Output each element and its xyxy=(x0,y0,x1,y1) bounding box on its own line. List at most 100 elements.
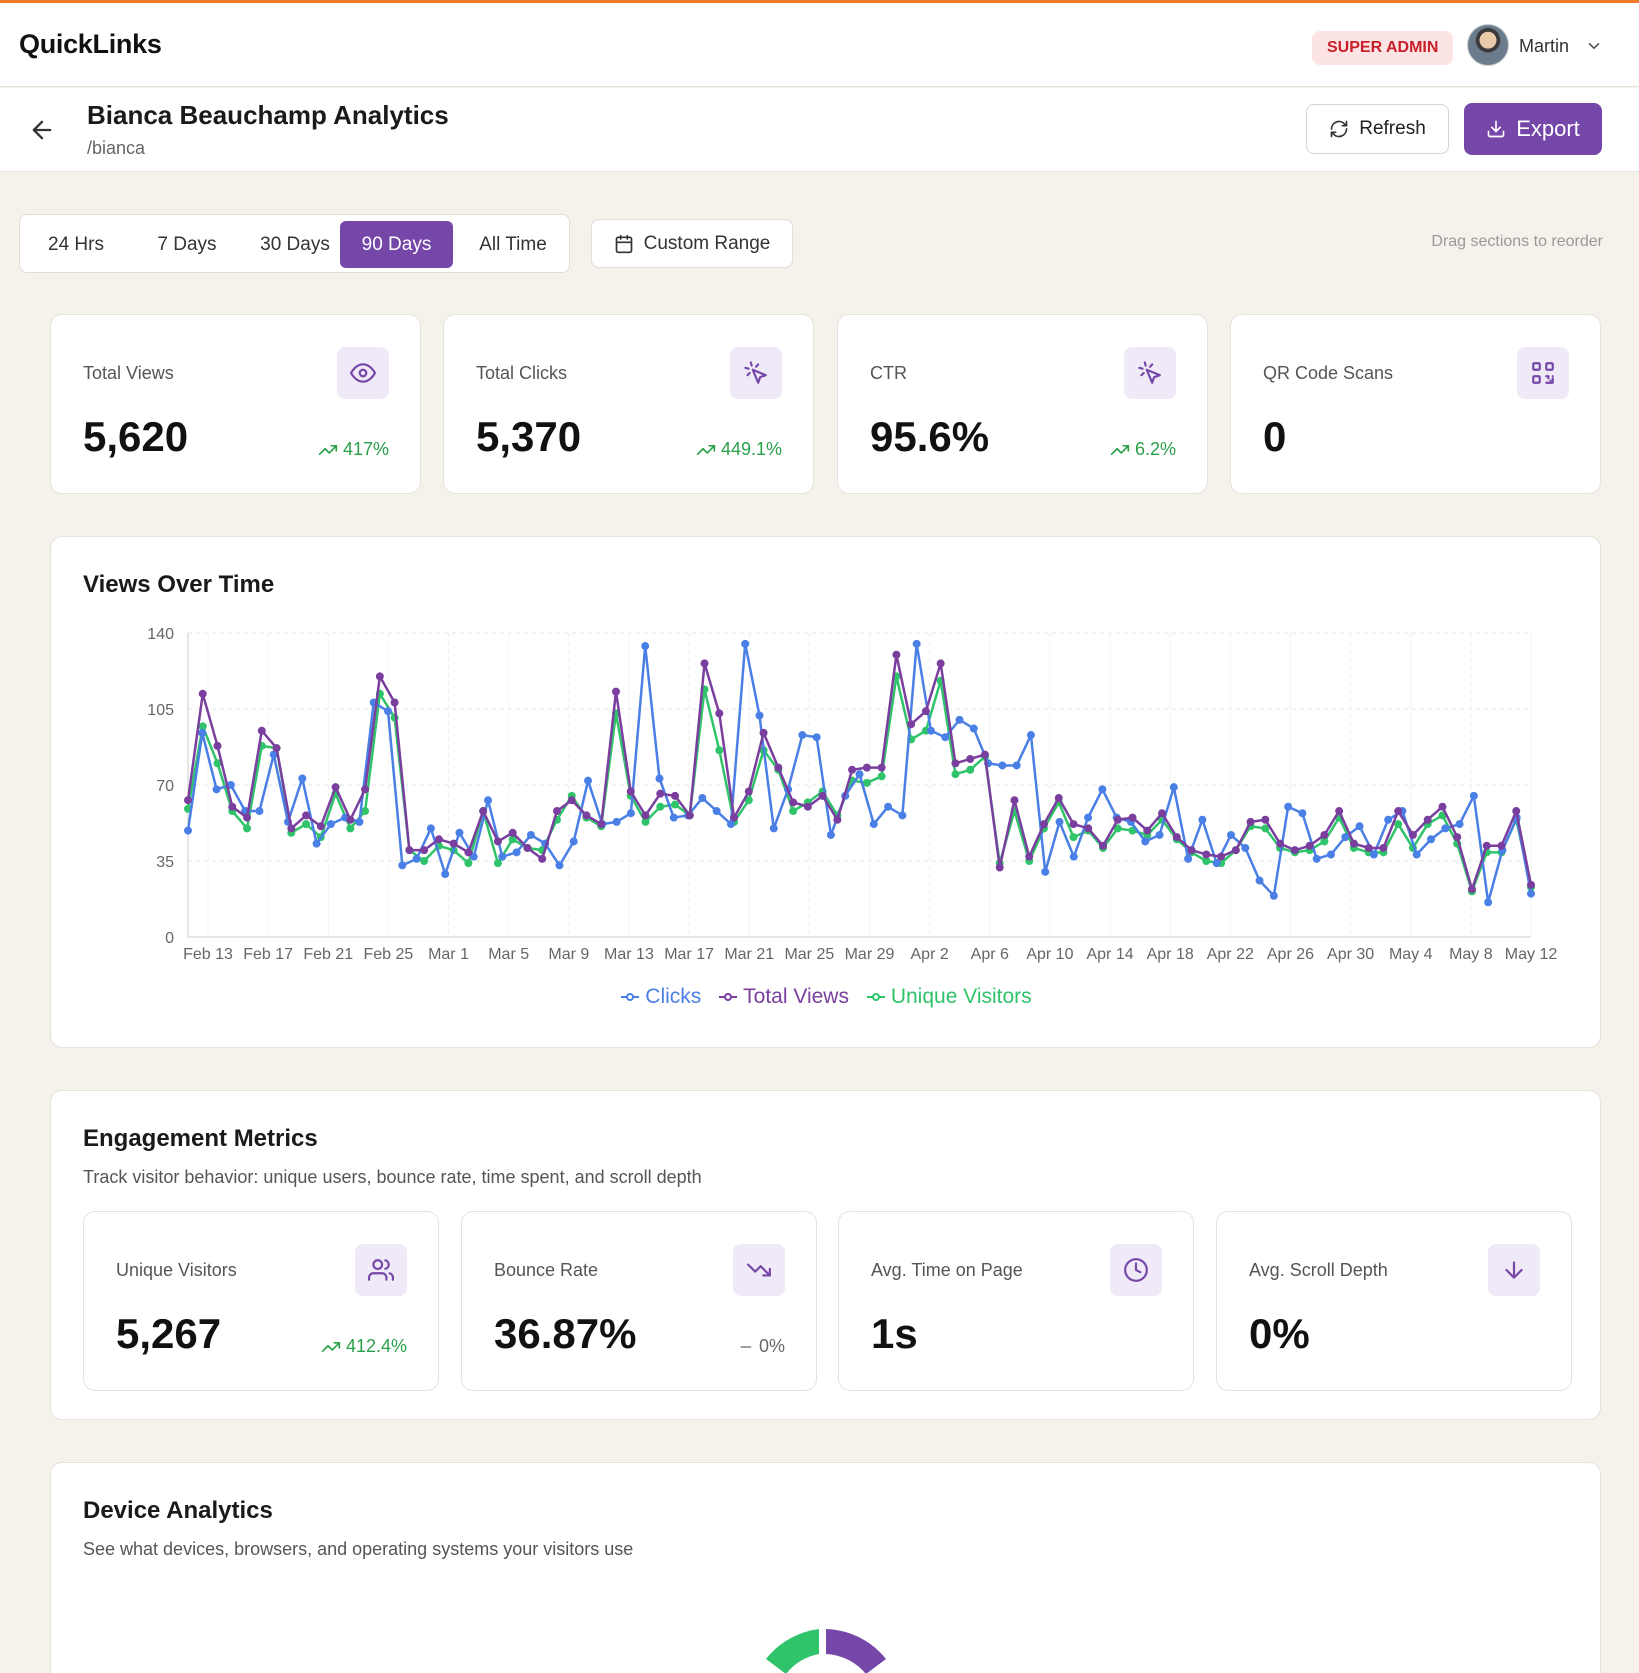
data-point xyxy=(597,820,606,829)
data-point xyxy=(449,839,458,848)
stat-delta: 449.1% xyxy=(696,439,782,460)
x-tick-label: May 8 xyxy=(1449,946,1493,963)
data-point xyxy=(789,798,798,807)
arrow-down-icon xyxy=(1488,1244,1540,1296)
stat-card-ctr: CTR 95.6% 6.2% xyxy=(837,314,1208,494)
data-point xyxy=(184,826,192,835)
x-tick-label: Mar 17 xyxy=(664,946,714,963)
page-slug: /bianca xyxy=(87,138,146,158)
data-point xyxy=(1025,852,1034,861)
device-donut-chart[interactable] xyxy=(736,1619,916,1673)
date-range-selector: 24 Hrs 7 Days 30 Days 90 Days All Time xyxy=(19,214,570,273)
user-name[interactable]: Martin xyxy=(1519,36,1570,56)
legend-label: Clicks xyxy=(645,985,702,1008)
data-point xyxy=(1069,820,1078,829)
data-point xyxy=(698,794,707,803)
data-point xyxy=(798,731,807,740)
data-point xyxy=(626,787,635,796)
legend-item-clicks[interactable]: Clicks xyxy=(621,985,701,1009)
data-point xyxy=(700,659,709,668)
eng-card-scroll-depth: Avg. Scroll Depth 0% xyxy=(1216,1211,1572,1391)
x-tick-label: Apr 14 xyxy=(1086,946,1133,963)
range-30d[interactable]: 30 Days xyxy=(260,234,330,255)
refresh-label: Refresh xyxy=(1359,118,1426,139)
stat-delta: 6.2% xyxy=(1110,439,1176,460)
engagement-subtitle: Track visitor behavior: unique users, bo… xyxy=(83,1167,702,1187)
stat-delta-value: 412.4% xyxy=(345,1336,407,1356)
data-point xyxy=(877,763,886,772)
download-icon xyxy=(1487,120,1505,138)
data-point xyxy=(584,776,593,785)
data-point xyxy=(1041,867,1050,876)
data-point xyxy=(361,807,370,816)
data-point xyxy=(1187,846,1196,855)
trending-up-icon xyxy=(318,444,338,455)
x-tick-label: Mar 29 xyxy=(845,946,895,963)
data-point xyxy=(1055,817,1064,826)
data-point xyxy=(498,852,507,861)
data-point xyxy=(298,774,307,783)
data-point xyxy=(398,861,407,870)
data-point xyxy=(1217,852,1226,861)
x-tick-label: Apr 22 xyxy=(1207,946,1254,963)
x-tick-label: Apr 2 xyxy=(911,946,949,963)
x-tick-label: Apr 26 xyxy=(1267,946,1314,963)
export-button[interactable]: Export xyxy=(1464,103,1602,155)
x-tick-label: Mar 13 xyxy=(604,946,654,963)
stat-delta: 412.4% xyxy=(321,1336,407,1357)
data-point xyxy=(1255,876,1264,885)
data-point xyxy=(726,820,735,829)
data-point xyxy=(774,763,783,772)
data-point xyxy=(255,807,264,816)
data-point xyxy=(769,824,778,833)
data-point xyxy=(1158,809,1167,818)
engagement-title: Engagement Metrics xyxy=(83,1125,318,1152)
back-arrow-icon[interactable] xyxy=(28,116,56,144)
stat-label: Total Views xyxy=(83,363,174,383)
data-point xyxy=(712,807,721,816)
stat-card-total-clicks: Total Clicks 5,370 449.1% xyxy=(443,314,814,494)
stat-value: 0 xyxy=(1263,413,1287,460)
donut-segment-secondary[interactable] xyxy=(766,1629,819,1673)
custom-range-button[interactable]: Custom Range xyxy=(591,219,793,268)
range-all-time[interactable]: All Time xyxy=(479,234,547,255)
avatar[interactable] xyxy=(1467,24,1509,66)
range-7d[interactable]: 7 Days xyxy=(157,234,217,255)
data-point xyxy=(955,715,964,724)
data-point xyxy=(1469,791,1478,800)
role-badge: SUPER ADMIN xyxy=(1312,31,1454,65)
users-icon xyxy=(355,1244,407,1296)
data-point xyxy=(198,722,207,731)
legend-item-unique-visitors[interactable]: Unique Visitors xyxy=(866,985,1032,1009)
data-point xyxy=(567,796,576,805)
data-point xyxy=(1212,859,1221,868)
data-point xyxy=(212,785,221,794)
stat-delta: 0% xyxy=(738,1336,785,1357)
data-point xyxy=(1069,833,1078,842)
data-point xyxy=(1453,833,1462,842)
data-point xyxy=(257,726,266,735)
stat-value: 5,370 xyxy=(476,413,582,460)
eng-card-avg-time: Avg. Time on Page 1s xyxy=(838,1211,1194,1391)
refresh-button[interactable]: Refresh xyxy=(1306,104,1449,154)
data-point xyxy=(493,859,502,868)
device-analytics-panel: Device Analytics See what devices, brows… xyxy=(50,1462,1601,1673)
data-point xyxy=(384,707,393,716)
range-90d[interactable]: 90 Days xyxy=(340,221,453,268)
data-point xyxy=(1320,837,1329,846)
chevron-down-icon[interactable] xyxy=(1585,37,1603,55)
brand-logo[interactable]: QuickLinks xyxy=(19,29,162,59)
data-point xyxy=(1226,830,1235,839)
legend-item-total-views[interactable]: Total Views xyxy=(719,985,849,1009)
data-point xyxy=(1341,833,1350,842)
data-point xyxy=(1320,830,1329,839)
donut-segment-primary[interactable] xyxy=(826,1629,886,1673)
data-point xyxy=(998,761,1007,770)
data-point xyxy=(1527,880,1535,889)
data-point xyxy=(862,763,871,772)
views-line-chart[interactable]: 0 35 70 105 140 Feb 13 Feb 17 Feb 21 Feb 25 Mar 1… xyxy=(51,537,1602,977)
range-24h[interactable]: 24 Hrs xyxy=(48,234,104,255)
app-header: QuickLinks SUPER ADMIN Martin xyxy=(0,3,1639,87)
data-point xyxy=(1143,826,1152,835)
data-point xyxy=(980,750,989,759)
